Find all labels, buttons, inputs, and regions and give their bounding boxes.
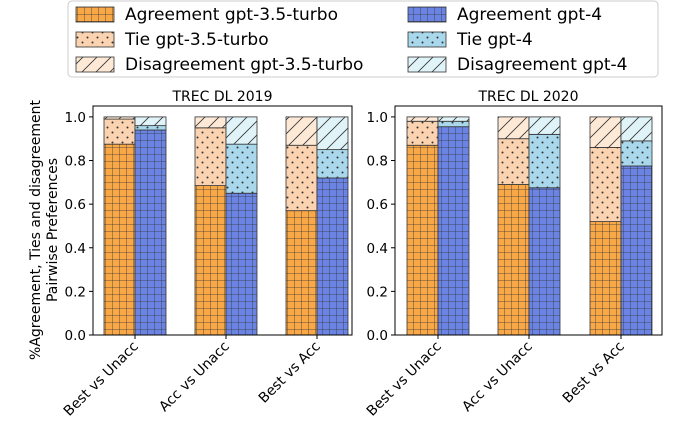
- y-tick-label: 1.0: [65, 110, 86, 126]
- x-tick-label-best-vs-acc: Best vs Acc: [256, 339, 324, 407]
- y-tick-label: 0.2: [65, 284, 86, 300]
- y-tick-label: 0.0: [65, 328, 86, 344]
- bar-disagreement-gpt-4-best-vs-acc: [620, 116, 653, 142]
- y-tick-label: 0.8: [65, 154, 86, 170]
- x-tick-label-best-vs-unacc: Best vs Unacc: [364, 339, 445, 420]
- bar-disagreement-gpt-4-best-vs-unacc: [437, 116, 470, 122]
- panel-title: TREC DL 2020: [477, 89, 578, 105]
- legend-swatch-tie-gpt-4: [407, 31, 447, 48]
- bar-tie-gpt-3-5-turbo-best-vs-unacc: [103, 118, 136, 145]
- bar-disagreement-gpt-3-5-turbo-best-vs-unacc: [406, 116, 439, 122]
- bar-agreement-gpt-3-5-turbo-best-vs-unacc: [406, 144, 439, 336]
- y-tick-label: 0.4: [65, 241, 86, 257]
- y-tick-label: 0.0: [367, 328, 388, 344]
- y-tick-label: 0.6: [367, 197, 388, 213]
- y-tick-label: 0.4: [367, 241, 388, 257]
- y-axis-label-line1: %Agreement, Ties and disagreement: [28, 100, 44, 360]
- bar-agreement-gpt-4-best-vs-acc: [620, 165, 653, 336]
- bar-tie-gpt-3-5-turbo-acc-vs-unacc: [497, 138, 530, 185]
- bar-tie-gpt-4-acc-vs-unacc: [528, 133, 561, 189]
- bar-disagreement-gpt-4-acc-vs-unacc: [528, 116, 561, 135]
- bar-disagreement-gpt-3-5-turbo-acc-vs-unacc: [194, 116, 227, 129]
- bar-disagreement-gpt-3-5-turbo-best-vs-acc: [589, 116, 622, 148]
- x-tick-label-acc-vs-unacc: Acc vs Unacc: [459, 339, 536, 416]
- legend-swatch-tie-gpt-3-5-turbo: [75, 31, 115, 48]
- bar-disagreement-gpt-4-best-vs-acc: [316, 116, 349, 151]
- panel-trec-dl-2020: TREC DL 2020 0.0 0.2 0.4 0.6 0.8 1.0 Best vs Un…: [364, 89, 663, 420]
- bar-tie-gpt-4-best-vs-acc: [620, 140, 653, 167]
- bar-agreement-gpt-3-5-turbo-best-vs-unacc: [103, 143, 136, 336]
- bar-disagreement-gpt-3-5-turbo-best-vs-unacc: [103, 116, 136, 120]
- legend-label-disagreement-gpt-3-5-turbo: Disagreement gpt-3.5-turbo: [125, 55, 363, 75]
- bar-agreement-gpt-3-5-turbo-acc-vs-unacc: [497, 184, 530, 336]
- bar-agreement-gpt-4-acc-vs-unacc: [225, 192, 258, 336]
- bar-disagreement-gpt-3-5-turbo-best-vs-acc: [285, 116, 318, 146]
- y-axis-label-line2: Pairwise Preferences: [45, 158, 61, 302]
- x-tick-label-acc-vs-unacc: Acc vs Unacc: [156, 339, 233, 416]
- legend-label-tie-gpt-4: Tie gpt-4: [456, 30, 533, 50]
- legend-swatch-disagreement-gpt-4: [407, 56, 447, 73]
- bar-tie-gpt-3-5-turbo-acc-vs-unacc: [194, 127, 227, 187]
- legend-label-agreement-gpt-4: Agreement gpt-4: [457, 5, 602, 25]
- legend-box: [67, 0, 659, 78]
- bar-tie-gpt-3-5-turbo-best-vs-acc: [285, 144, 318, 212]
- bar-agreement-gpt-4-best-vs-unacc: [134, 129, 167, 336]
- bar-tie-gpt-4-best-vs-unacc: [437, 120, 470, 128]
- bar-tie-gpt-3-5-turbo-best-vs-unacc: [406, 120, 439, 146]
- x-tick-label-best-vs-unacc: Best vs Unacc: [61, 339, 142, 420]
- bar-tie-gpt-4-best-vs-unacc: [134, 125, 167, 131]
- y-tick-label: 0.2: [367, 284, 388, 300]
- bar-disagreement-gpt-3-5-turbo-acc-vs-unacc: [497, 116, 530, 140]
- bar-tie-gpt-4-acc-vs-unacc: [225, 143, 258, 194]
- bar-agreement-gpt-4-best-vs-unacc: [437, 126, 470, 336]
- bar-agreement-gpt-3-5-turbo-best-vs-acc: [285, 210, 318, 336]
- legend: Agreement gpt-3.5-turbo Tie gpt-3.5-turbo…: [75, 5, 627, 75]
- legend-label-disagreement-gpt-4: Disagreement gpt-4: [457, 55, 627, 75]
- bar-tie-gpt-3-5-turbo-best-vs-acc: [589, 147, 622, 222]
- bar-agreement-gpt-3-5-turbo-best-vs-acc: [589, 221, 622, 336]
- bar-disagreement-gpt-4-best-vs-unacc: [134, 116, 167, 127]
- plot-frame: [92, 105, 353, 336]
- legend-swatch-agreement-gpt-4: [407, 6, 447, 23]
- bar-tie-gpt-4-best-vs-acc: [316, 149, 349, 179]
- y-tick-label: 1.0: [367, 110, 388, 126]
- legend-label-tie-gpt-3-5-turbo: Tie gpt-3.5-turbo: [124, 30, 269, 50]
- bar-agreement-gpt-4-acc-vs-unacc: [528, 187, 561, 336]
- legend-swatch-disagreement-gpt-3-5-turbo: [75, 56, 115, 73]
- panel-title: TREC DL 2019: [171, 89, 272, 105]
- legend-label-agreement-gpt-3-5-turbo: Agreement gpt-3.5-turbo: [125, 5, 338, 25]
- legend-swatch-agreement-gpt-3-5-turbo: [75, 6, 115, 23]
- bar-disagreement-gpt-4-acc-vs-unacc: [225, 116, 258, 145]
- bar-agreement-gpt-3-5-turbo-acc-vs-unacc: [194, 185, 227, 336]
- y-tick-label: 0.6: [65, 197, 86, 213]
- bar-agreement-gpt-4-best-vs-acc: [316, 177, 349, 336]
- y-tick-label: 0.8: [367, 154, 388, 170]
- panel-trec-dl-2019: TREC DL 2019 0.0 0.2 0.4 0.6 0.8 1.0 Best vs Un…: [61, 89, 353, 420]
- x-tick-label-best-vs-acc: Best vs Acc: [560, 339, 628, 407]
